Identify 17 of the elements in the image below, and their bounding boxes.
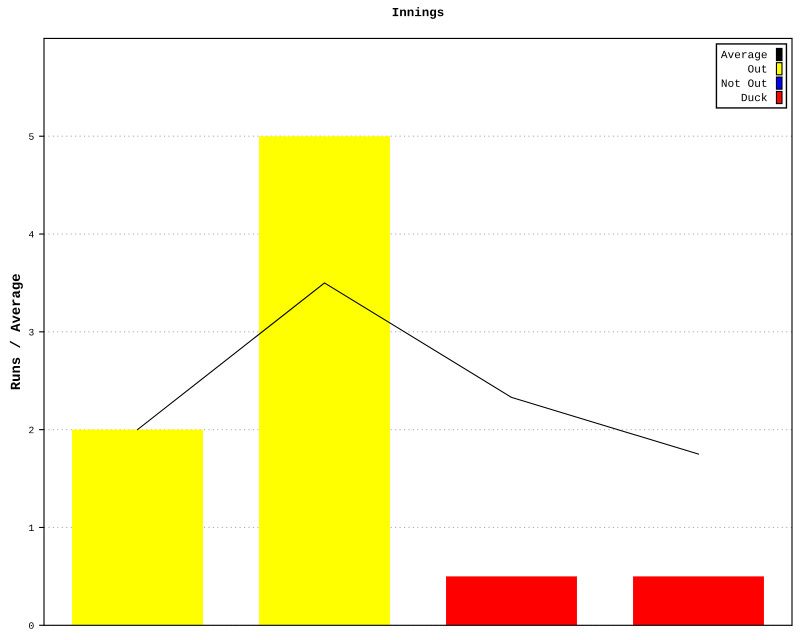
bar — [259, 136, 390, 626]
y-tick-label: 1 — [29, 524, 34, 531]
legend-label: Average — [720, 50, 767, 60]
legend-label: Not Out — [722, 79, 766, 87]
bar — [633, 576, 764, 626]
y-axis-title: Runs / Average — [10, 274, 23, 390]
chart-title: Innings — [392, 7, 444, 19]
legend-label: Out — [748, 65, 766, 73]
y-tick-label: 0 — [29, 622, 34, 629]
y-tick-label: 3 — [29, 328, 34, 336]
bar — [446, 576, 577, 626]
line-series — [136, 282, 700, 455]
y-tick-label: 2 — [29, 426, 34, 434]
bar — [72, 430, 203, 626]
y-tick-label: 5 — [29, 133, 34, 140]
legend-label: Duck — [742, 93, 767, 102]
y-tick-label: 4 — [28, 231, 34, 238]
